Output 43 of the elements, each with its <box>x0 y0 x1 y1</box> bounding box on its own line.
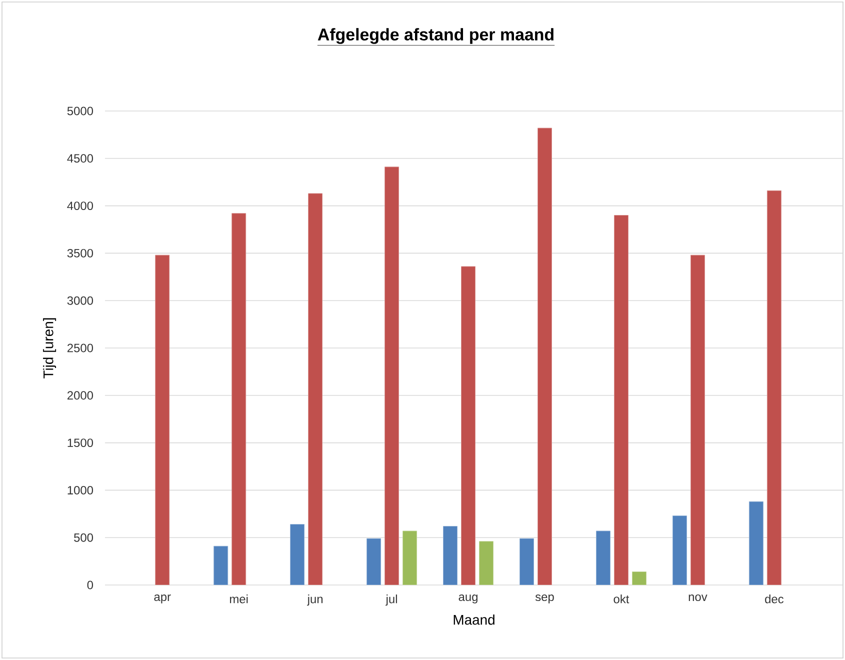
y-tick-label: 0 <box>87 580 94 590</box>
y-tick-label: 4000 <box>67 202 94 210</box>
bar <box>366 538 382 585</box>
y-tick-label: 2000 <box>67 391 94 400</box>
y-tick-label: 3000 <box>67 296 94 305</box>
x-tick-label: dec <box>765 594 784 604</box>
y-tick-label: 1500 <box>68 438 94 448</box>
y-tick-label: 500 <box>74 533 94 542</box>
bar <box>520 538 534 585</box>
x-tick-label: jul <box>386 594 397 606</box>
bar <box>672 516 687 585</box>
x-tick-label: apr <box>154 594 171 604</box>
x-tick-label: aug <box>458 594 478 604</box>
y-tick-label: 3500 <box>67 248 94 258</box>
bar <box>402 530 418 585</box>
bar <box>479 541 494 585</box>
y-axis-title: Tijd [uren] <box>43 318 56 378</box>
bar <box>766 190 782 585</box>
bar <box>538 128 552 585</box>
x-tick-label: mei <box>230 594 248 604</box>
bar <box>384 166 400 585</box>
bar <box>596 530 610 585</box>
x-tick-label: sep <box>535 594 554 604</box>
bar <box>690 254 705 585</box>
x-tick-label: jun <box>307 594 323 606</box>
y-tick-label: 1000 <box>68 486 94 494</box>
bar <box>461 266 476 585</box>
bar <box>214 546 228 585</box>
x-tick-label: nov <box>688 594 708 602</box>
bar <box>614 215 628 585</box>
bar <box>290 524 305 585</box>
bar <box>443 526 458 585</box>
bar <box>232 213 246 585</box>
bar <box>308 193 323 585</box>
bar <box>632 571 646 585</box>
chart-title: Afgelegde afstand per maand <box>318 28 554 44</box>
x-tick-label: okt <box>614 594 630 604</box>
y-tick-label: 2500 <box>67 344 94 352</box>
bar <box>748 501 764 585</box>
x-axis-title: Maand <box>454 614 494 625</box>
y-tick-label: 4500 <box>67 154 94 163</box>
bar <box>155 254 170 585</box>
y-tick-label: 5000 <box>67 106 94 116</box>
